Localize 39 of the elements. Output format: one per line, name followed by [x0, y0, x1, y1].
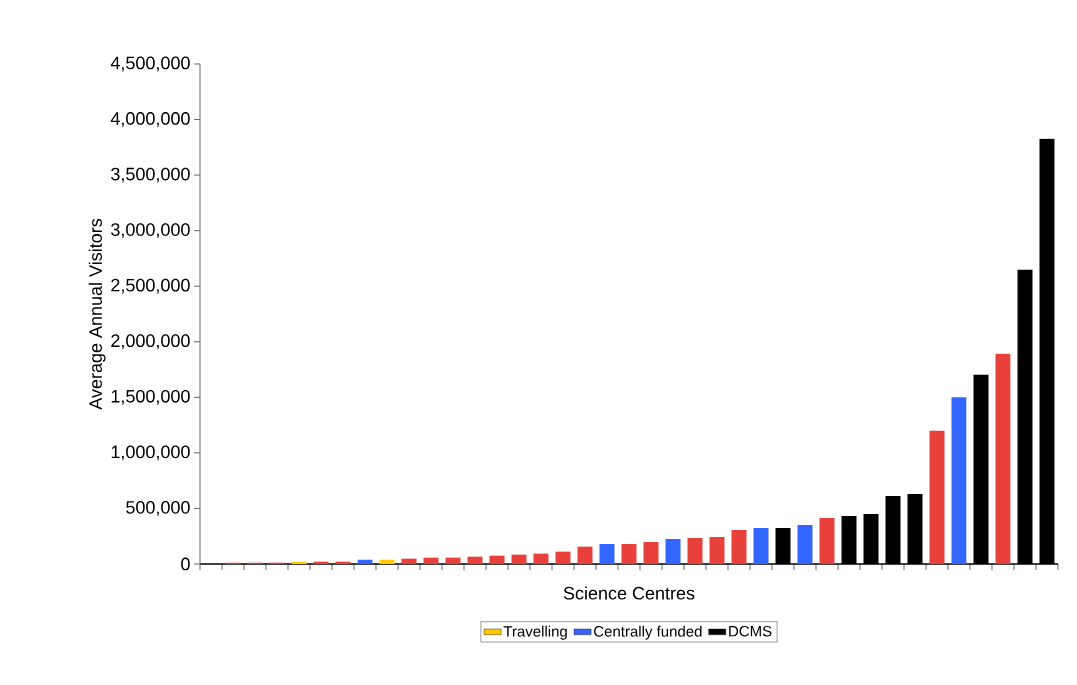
y-tick-label: 4,500,000 — [110, 56, 190, 72]
y-tick-label: 3,500,000 — [111, 167, 190, 183]
bar — [797, 524, 813, 564]
bar — [929, 430, 945, 564]
bar — [511, 554, 527, 564]
bar — [753, 527, 769, 564]
bar — [357, 559, 373, 564]
bar — [467, 556, 483, 564]
bar — [643, 541, 659, 564]
bar — [555, 551, 571, 564]
y-tick-label: 2,000,000 — [111, 334, 190, 350]
bar — [731, 529, 747, 564]
bar — [445, 557, 461, 564]
bar — [489, 555, 505, 564]
legend-label: Travelling — [503, 625, 567, 640]
y-tick-label: 3,000,000 — [111, 223, 190, 239]
bar — [577, 546, 593, 564]
legend-label: DCMS — [729, 625, 772, 637]
bar — [379, 559, 395, 564]
y-tick-label: 1,500,000 — [111, 389, 190, 405]
bar — [401, 558, 417, 564]
bar — [995, 353, 1011, 564]
bar — [665, 538, 681, 564]
legend-label: Centrally funded — [594, 625, 702, 640]
y-tick-label: 4,000,000 — [110, 112, 190, 127]
y-tick-label: 2,500,000 — [111, 278, 190, 294]
bar — [687, 537, 703, 564]
bar — [709, 536, 725, 564]
x-axis-title: Science Centres — [563, 586, 695, 600]
y-tick-label: 1,000,000 — [111, 445, 190, 461]
y-tick-label: 0 — [181, 557, 190, 571]
bar — [423, 557, 439, 564]
y-axis-title: Average Annual Visitors — [88, 218, 106, 410]
bar — [621, 543, 637, 564]
bar — [599, 543, 615, 564]
bar — [819, 517, 835, 564]
bar — [533, 553, 549, 564]
bar — [951, 397, 967, 564]
y-tick-label: 500,000 — [126, 500, 190, 516]
